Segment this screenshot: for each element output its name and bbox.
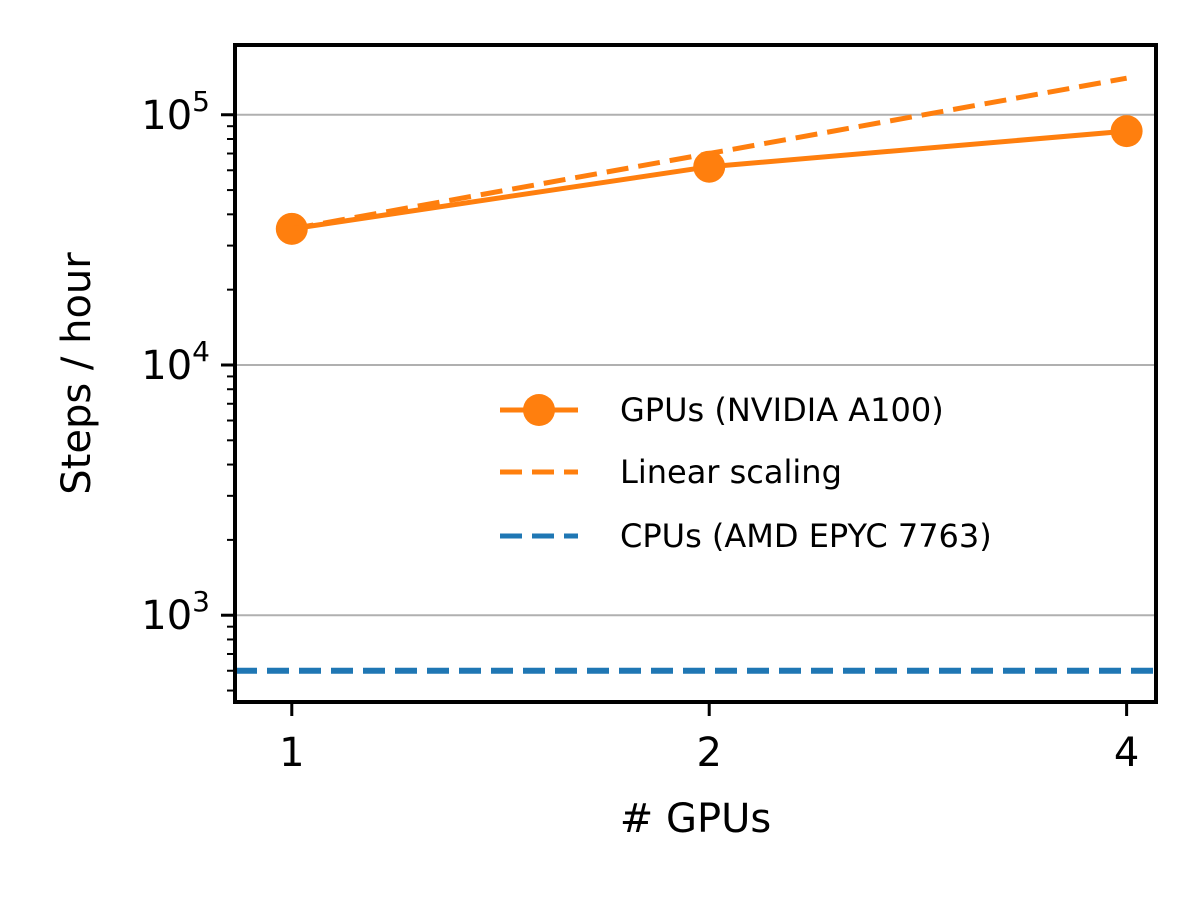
- y-tick-label: 105: [141, 85, 210, 139]
- series-linear-line: [291, 75, 1128, 232]
- y-tick-label: 103: [141, 585, 210, 639]
- y-axis-label: Steps / hour: [54, 252, 100, 495]
- legend: GPUs (NVIDIA A100) Linear scaling CPUs (AM…: [500, 391, 992, 555]
- y-tick-label: 104: [141, 335, 210, 389]
- series-gpu-point: [693, 150, 726, 183]
- legend-label: GPUs (NVIDIA A100): [620, 391, 944, 429]
- x-tick-label: 2: [696, 730, 721, 776]
- x-tick-label: 1: [279, 730, 304, 776]
- legend-marker: [523, 394, 555, 426]
- x-tick-label: 4: [1114, 730, 1139, 776]
- plot-frame: [233, 43, 1158, 704]
- axis-ticks: 103 104 105 1 2 4: [141, 85, 1139, 776]
- series-gpu-point: [1110, 115, 1143, 148]
- grid-lines: [235, 113, 1156, 617]
- data-series: [235, 75, 1156, 674]
- legend-label: CPUs (AMD EPYC 7763): [620, 517, 992, 555]
- x-axis-label: # GPUs: [620, 796, 771, 842]
- legend-label: Linear scaling: [620, 453, 842, 491]
